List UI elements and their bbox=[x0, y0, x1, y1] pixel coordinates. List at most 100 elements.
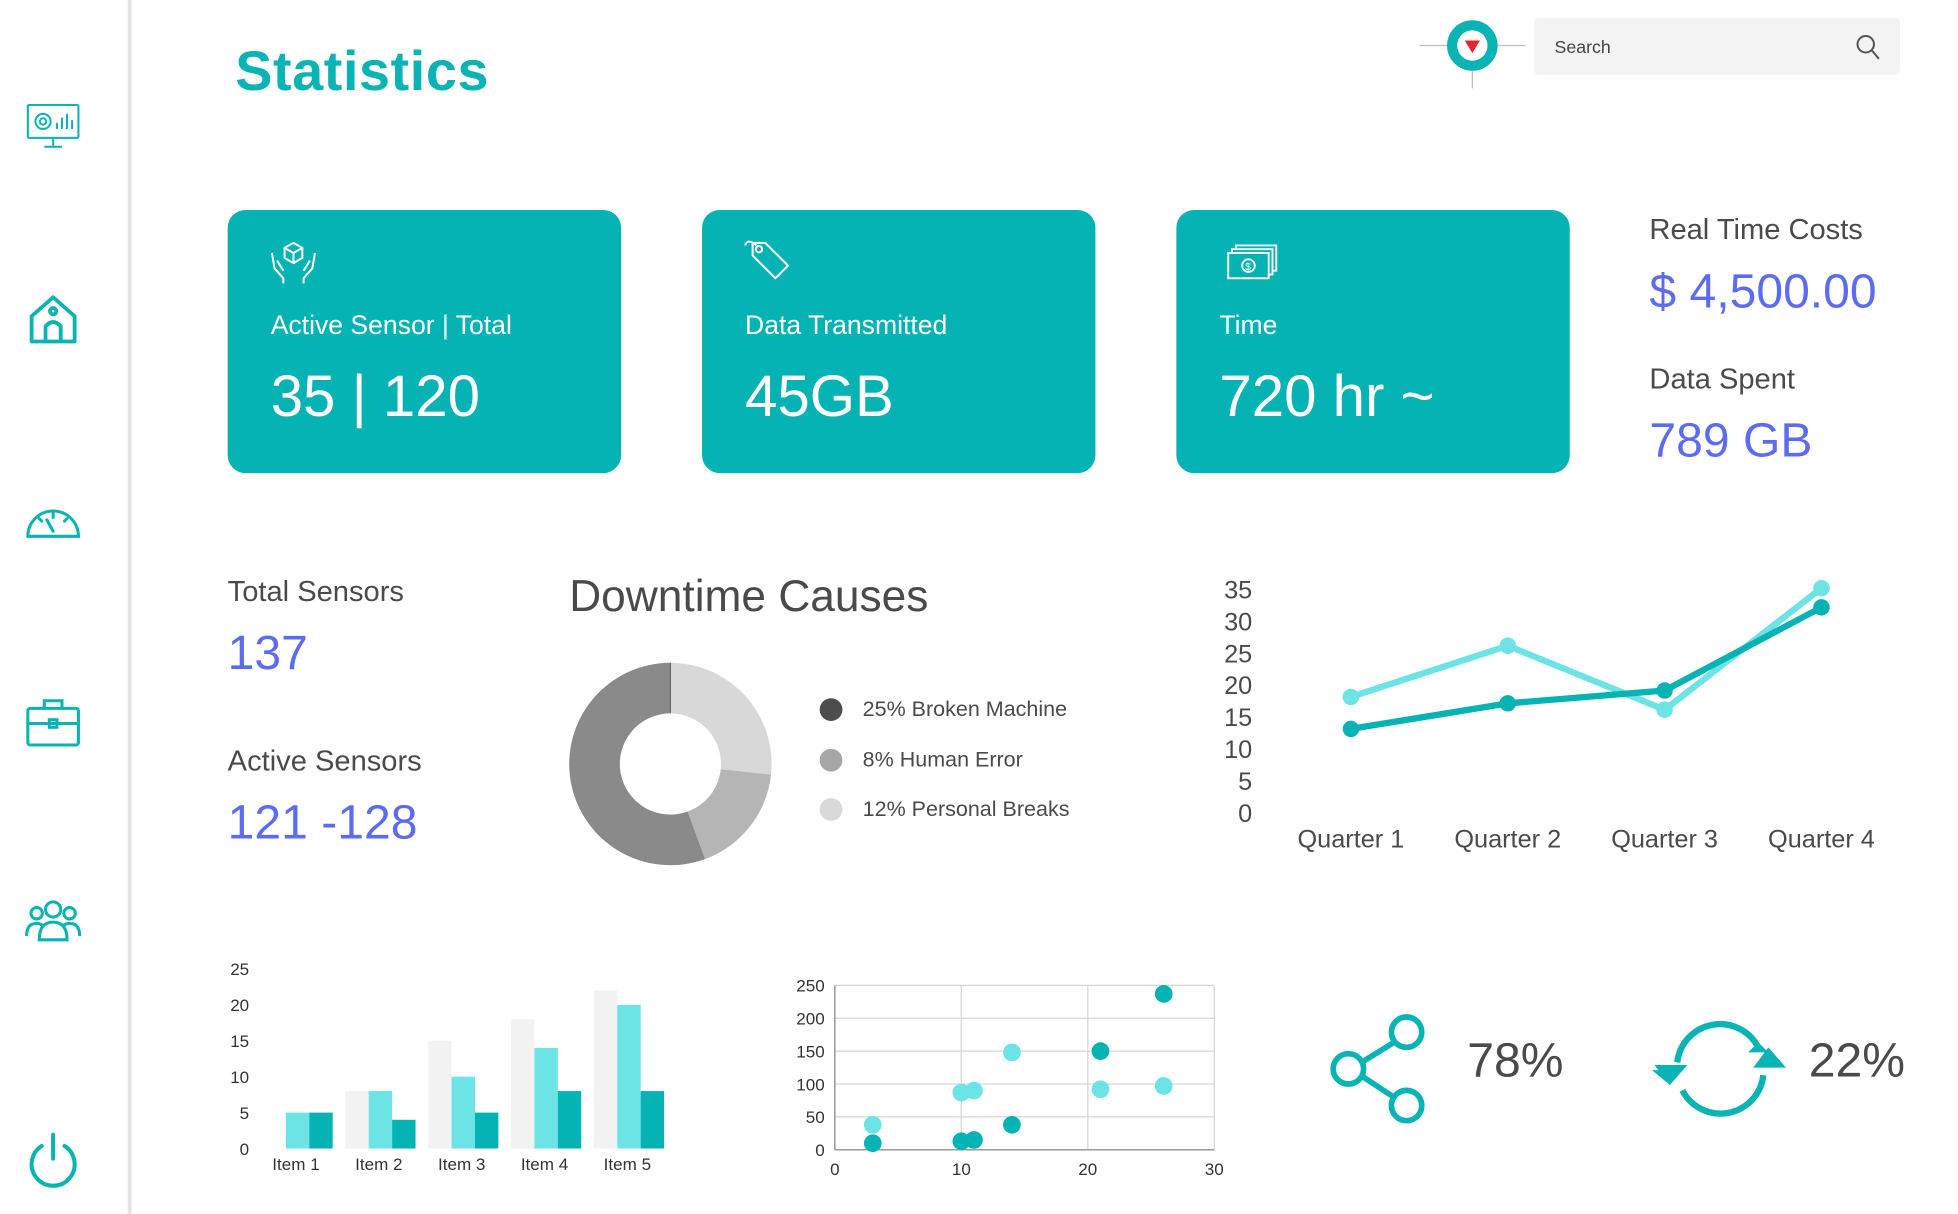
data-spent-value: 789 GB bbox=[1649, 414, 1813, 469]
bar bbox=[368, 1091, 393, 1149]
bar bbox=[428, 1040, 452, 1149]
y-tick-label: 100 bbox=[796, 1075, 824, 1094]
y-tick-label: 250 bbox=[796, 977, 824, 996]
card-label: Data Transmitted bbox=[745, 311, 948, 341]
sync-icon[interactable] bbox=[1649, 1012, 1791, 1126]
series-line bbox=[1349, 585, 1824, 713]
x-tick-label: Item 3 bbox=[438, 1155, 485, 1174]
scatter-point bbox=[863, 1134, 882, 1153]
x-tick-label: 0 bbox=[830, 1160, 840, 1179]
active-sensor-card[interactable]: Active Sensor | Total 35 | 120 bbox=[227, 209, 622, 474]
briefcase-icon[interactable] bbox=[20, 691, 86, 752]
real-time-costs-label: Real Time Costs bbox=[1649, 212, 1863, 246]
items-bar-chart: 0 5 10 15 20 25 Item 1 Item 2 Item 3 Item 4 Item 5 bbox=[230, 960, 665, 1174]
gauge-icon[interactable] bbox=[20, 491, 86, 552]
scatter-point bbox=[1154, 1077, 1173, 1095]
y-tick-label: 25 bbox=[230, 960, 249, 979]
search-icon[interactable] bbox=[1853, 32, 1883, 62]
legend-label: 12% Personal Breaks bbox=[862, 796, 1070, 821]
scatter-point bbox=[1091, 1042, 1110, 1060]
share-icon[interactable] bbox=[1323, 1012, 1434, 1126]
x-tick-label: 10 bbox=[952, 1160, 971, 1179]
bar bbox=[557, 1091, 582, 1149]
money-icon: $ bbox=[1227, 244, 1278, 280]
total-sensors-label: Total Sensors bbox=[227, 574, 404, 608]
legend-swatch bbox=[819, 698, 843, 721]
data-point bbox=[1499, 695, 1516, 712]
downtime-title: Downtime Causes bbox=[569, 571, 929, 622]
total-sensors-value: 137 bbox=[227, 627, 308, 681]
y-tick-label: 10 bbox=[1224, 736, 1252, 764]
quarterly-line-chart: 0 5 10 15 20 25 30 35 Quarter 1 Quarter 2 Quarter … bbox=[1224, 576, 1875, 853]
card-value: 45GB bbox=[745, 363, 894, 429]
y-tick-label: 15 bbox=[230, 1032, 249, 1051]
bar bbox=[309, 1112, 333, 1149]
data-point bbox=[1813, 579, 1830, 597]
y-tick-label: 0 bbox=[1238, 800, 1252, 828]
page-title: Statistics bbox=[235, 40, 490, 103]
x-tick-label: Item 2 bbox=[355, 1155, 402, 1174]
location-marker-icon[interactable] bbox=[1419, 13, 1526, 89]
x-tick-label: 20 bbox=[1078, 1160, 1097, 1179]
bar bbox=[511, 1019, 535, 1149]
users-icon[interactable] bbox=[20, 890, 86, 951]
x-tick-label: Quarter 1 bbox=[1298, 825, 1405, 853]
data-point bbox=[1656, 682, 1673, 699]
scatter-point bbox=[1003, 1115, 1021, 1134]
monitor-icon[interactable] bbox=[20, 96, 86, 157]
data-point bbox=[1499, 637, 1516, 654]
legend-swatch bbox=[819, 798, 843, 821]
x-tick-label: Quarter 2 bbox=[1454, 825, 1561, 853]
bar bbox=[474, 1112, 499, 1149]
scatter-point bbox=[1154, 985, 1173, 1003]
data-point bbox=[1813, 599, 1830, 616]
data-point bbox=[1656, 701, 1673, 718]
active-sensors-label: Active Sensors bbox=[227, 743, 422, 777]
y-tick-label: 0 bbox=[815, 1141, 825, 1160]
bar bbox=[593, 990, 618, 1149]
y-tick-label: 150 bbox=[796, 1042, 824, 1061]
scatter-point bbox=[1003, 1043, 1021, 1062]
legend-swatch bbox=[819, 748, 843, 772]
y-tick-label: 200 bbox=[796, 1010, 824, 1029]
scatter-point bbox=[863, 1115, 882, 1134]
scatter-chart: 0 50 100 150 200 250 0 10 20 30 bbox=[796, 977, 1224, 1179]
y-tick-label: 50 bbox=[806, 1108, 825, 1127]
y-tick-label: 20 bbox=[230, 996, 249, 1015]
x-tick-label: 30 bbox=[1205, 1160, 1224, 1179]
legend-label: 8% Human Error bbox=[862, 747, 1023, 772]
bar bbox=[617, 1004, 641, 1149]
legend-item: 25% Broken Machine bbox=[819, 696, 1068, 722]
legend-label: 25% Broken Machine bbox=[862, 696, 1068, 721]
y-tick-label: 0 bbox=[240, 1140, 250, 1159]
x-tick-label: Item 1 bbox=[272, 1155, 319, 1174]
data-point bbox=[1342, 720, 1360, 738]
bar bbox=[285, 1112, 310, 1149]
x-tick-label: Quarter 3 bbox=[1611, 825, 1718, 853]
data-point bbox=[1342, 688, 1360, 706]
scatter-point bbox=[1091, 1080, 1110, 1099]
y-tick-label: 30 bbox=[1224, 608, 1252, 636]
series-line bbox=[1350, 604, 1823, 733]
svg-text:$: $ bbox=[1245, 262, 1251, 273]
box-in-hands-icon bbox=[270, 241, 316, 284]
donut-slice bbox=[670, 662, 772, 775]
share-percentage: 78% bbox=[1467, 1034, 1564, 1088]
y-tick-label: 35 bbox=[1224, 576, 1252, 604]
x-tick-label: Item 4 bbox=[521, 1155, 568, 1174]
power-icon[interactable] bbox=[20, 1131, 86, 1192]
data-transmitted-card[interactable]: Data Transmitted 45GB bbox=[702, 209, 1096, 474]
home-icon[interactable] bbox=[20, 288, 86, 349]
data-spent-label: Data Spent bbox=[1649, 361, 1796, 395]
y-tick-label: 25 bbox=[1224, 640, 1252, 668]
y-tick-label: 10 bbox=[230, 1068, 249, 1087]
search-input[interactable] bbox=[1534, 17, 1838, 75]
x-tick-label: Quarter 4 bbox=[1768, 825, 1875, 853]
sync-percentage: 22% bbox=[1808, 1034, 1906, 1088]
time-card[interactable]: $ Time 720 hr ~ bbox=[1176, 209, 1570, 474]
sidebar bbox=[0, 0, 131, 1214]
donut-slice bbox=[687, 769, 772, 860]
y-tick-label: 15 bbox=[1224, 704, 1252, 732]
bar bbox=[451, 1076, 475, 1149]
search-box bbox=[1534, 17, 1900, 75]
